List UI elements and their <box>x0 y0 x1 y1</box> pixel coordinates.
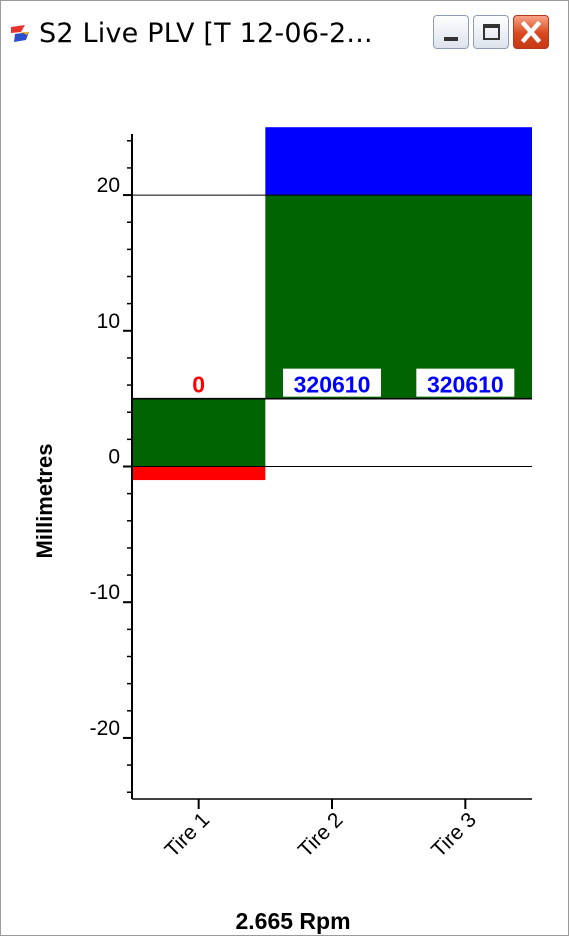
reference-lines <box>132 194 532 467</box>
close-button[interactable] <box>513 15 549 49</box>
data-labels: 0 320610 320610 <box>192 368 515 398</box>
band-1 <box>132 398 266 467</box>
app-icon <box>11 25 29 42</box>
band-0 <box>132 466 266 481</box>
close-icon <box>520 20 542 44</box>
window-title: S2 Live PLV [T 12-06-2... <box>39 18 373 49</box>
data-label-box <box>283 368 381 397</box>
x-tick-label: Tire 1 <box>161 808 215 862</box>
title-bar[interactable]: S2 Live PLV [T 12-06-2... <box>1 1 568 61</box>
y-tick-label: -10 <box>90 581 120 604</box>
bands-layer <box>132 127 532 481</box>
y-tick-label: -20 <box>90 717 120 740</box>
data-label: 0 <box>192 372 205 398</box>
chart: 20 10 0 -10 -20 Tire 1 Tire 2 Tire 3 0 320610 32… <box>32 127 532 934</box>
data-label: 320610 <box>427 372 504 398</box>
band-2 <box>265 195 532 399</box>
x-tick-label: Tire 2 <box>294 808 348 862</box>
maximize-button[interactable] <box>473 15 509 49</box>
minimize-icon <box>444 37 458 41</box>
y-tick-label: 20 <box>97 174 120 197</box>
y-tick-label: 0 <box>108 446 120 469</box>
x-tick-label: Tire 3 <box>427 808 481 862</box>
y-tick-label: 10 <box>97 310 120 333</box>
y-axis-label: Millimetres <box>32 444 57 559</box>
x-axis: Tire 1 Tire 2 Tire 3 <box>132 798 532 862</box>
maximize-icon <box>483 24 500 40</box>
band-3 <box>265 127 532 196</box>
data-label: 320610 <box>294 372 371 398</box>
data-label-box <box>416 368 515 397</box>
minimize-button[interactable] <box>433 15 469 49</box>
x-axis-label: 2.665 Rpm <box>235 908 350 934</box>
y-axis: 20 10 0 -10 -20 <box>90 134 133 799</box>
